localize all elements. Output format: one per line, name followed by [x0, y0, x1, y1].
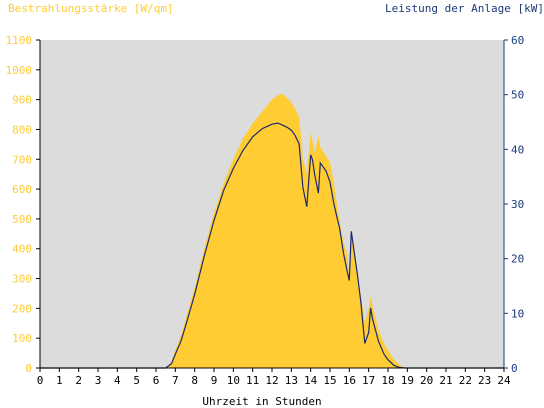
x-tick-label: 19: [401, 374, 414, 387]
x-tick-label: 7: [172, 374, 179, 387]
x-tick-label: 22: [459, 374, 472, 387]
left-tick-label: 1100: [6, 34, 33, 47]
x-tick-label: 1: [56, 374, 63, 387]
right-tick-label: 0: [511, 362, 518, 375]
x-tick-label: 12: [265, 374, 278, 387]
x-tick-label: 8: [191, 374, 198, 387]
x-axis-title: Uhrzeit in Stunden: [202, 395, 321, 408]
x-tick-label: 21: [439, 374, 452, 387]
left-tick-label: 200: [12, 302, 32, 315]
left-tick-label: 600: [12, 183, 32, 196]
x-tick-label: 11: [246, 374, 259, 387]
power-line: [40, 122, 504, 369]
axes-layer: [36, 39, 508, 372]
left-tick-label: 400: [12, 243, 32, 256]
left-tick-label: 900: [12, 94, 32, 107]
x-tick-label: 15: [323, 374, 336, 387]
right-tick-label: 50: [511, 89, 524, 102]
x-tick-label: 3: [95, 374, 102, 387]
x-tick-label: 14: [304, 374, 318, 387]
x-tick-label: 18: [381, 374, 394, 387]
left-tick-label: 800: [12, 123, 32, 136]
x-tick-label: 0: [37, 374, 44, 387]
x-tick-label: 24: [497, 374, 511, 387]
tick-labels: 0 1 2 3 4 5 6 7 8 9 10 11 12 13 14 15 16 17 18 19 20 21 22 23 24…: [6, 34, 525, 387]
x-tick-label: 2: [75, 374, 82, 387]
left-tick-label: 100: [12, 332, 32, 345]
left-tick-label: 0: [25, 362, 32, 375]
x-tick-label: 10: [227, 374, 240, 387]
x-tick-label: 4: [114, 374, 121, 387]
right-tick-label: 40: [511, 143, 524, 156]
right-tick-label: 20: [511, 253, 524, 266]
left-axis-title: Bestrahlungsstärke [W/qm]: [8, 2, 174, 15]
right-tick-label: 30: [511, 198, 524, 211]
x-tick-label: 17: [362, 374, 375, 387]
right-tick-label: 60: [511, 34, 524, 47]
left-tick-label: 700: [12, 153, 32, 166]
x-tick-label: 6: [153, 374, 160, 387]
left-tick-label: 300: [12, 273, 32, 286]
x-tick-label: 13: [285, 374, 298, 387]
left-tick-label: 500: [12, 213, 32, 226]
right-axis-title: Leistung der Anlage [kW]: [385, 2, 544, 15]
x-tick-label: 23: [478, 374, 491, 387]
right-tick-label: 10: [511, 307, 524, 320]
series-layer: [40, 93, 504, 369]
left-tick-label: 1000: [6, 64, 33, 77]
x-tick-label: 9: [211, 374, 218, 387]
x-tick-label: 20: [420, 374, 433, 387]
x-tick-label: 16: [343, 374, 356, 387]
irradiance-area: [165, 93, 406, 368]
x-tick-label: 5: [133, 374, 140, 387]
